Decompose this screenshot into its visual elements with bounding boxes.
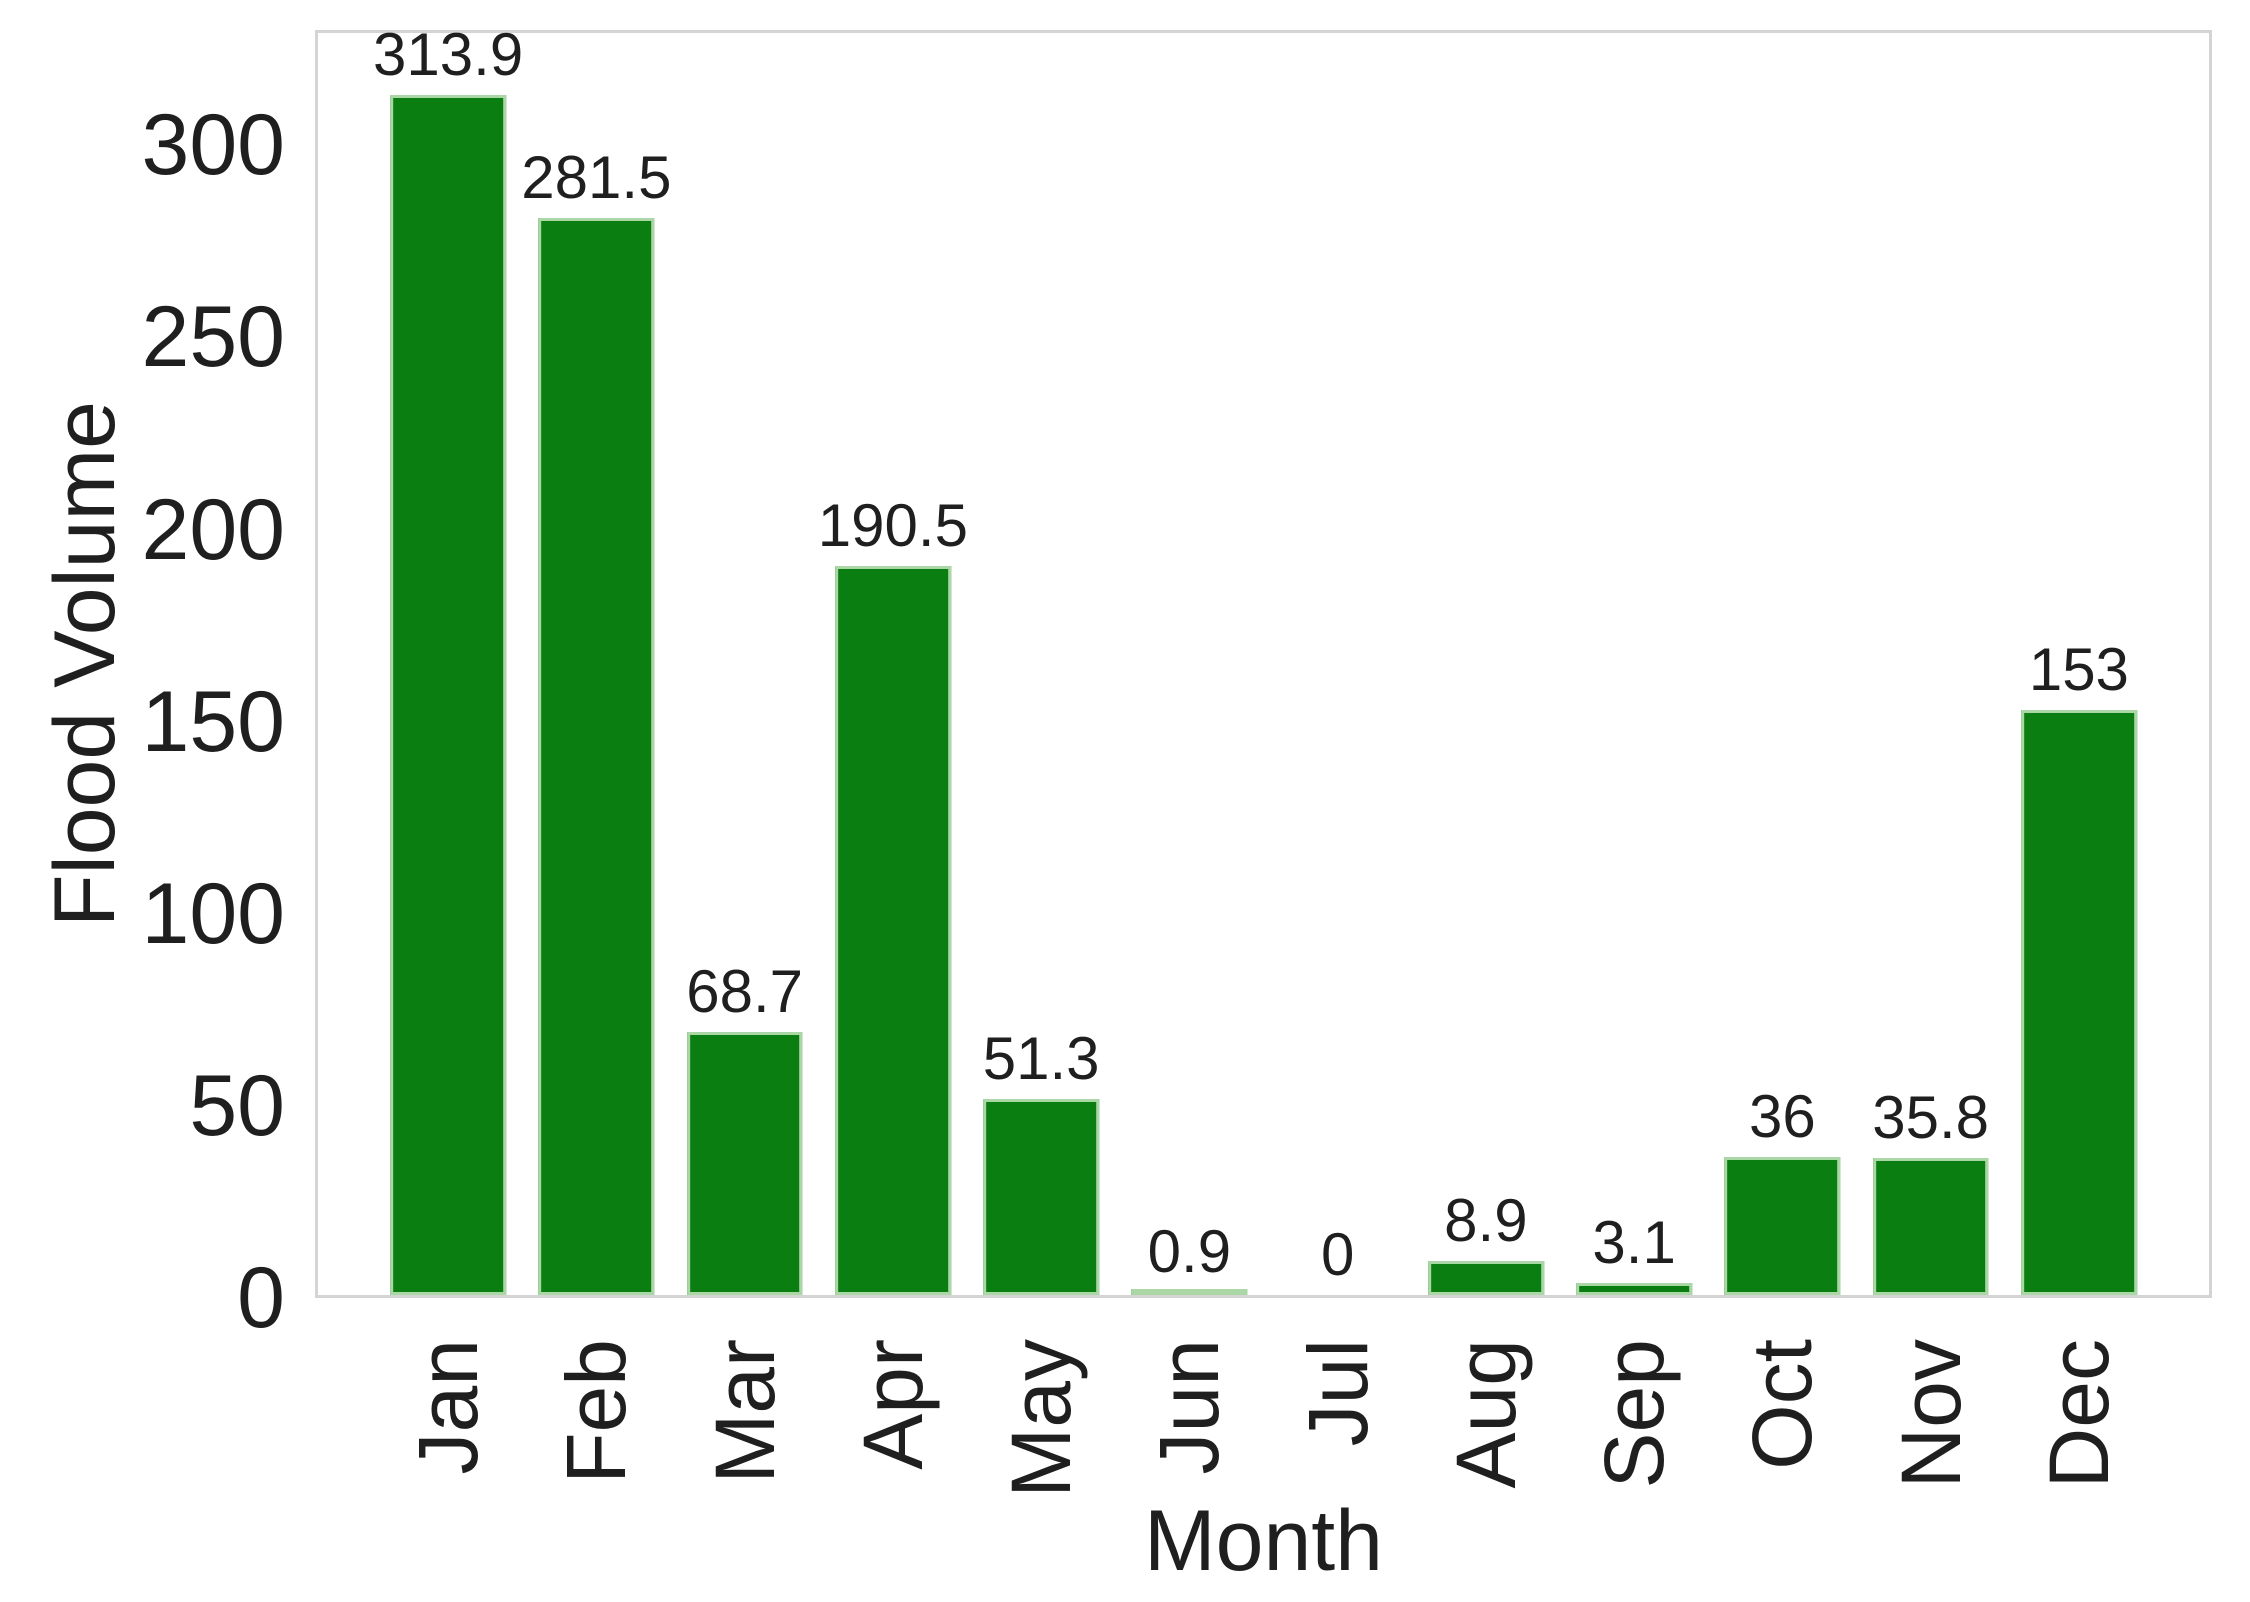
bar-mar <box>686 1032 803 1295</box>
bar-slot-oct: 36 <box>1708 33 1856 1295</box>
bars-container: 313.9 281.5 68.7 190.5 51.3 0.9 0 8.9 3.1 36 35.8 1… <box>318 24 2209 1295</box>
x-tick-label: Jul <box>1290 1339 1385 1447</box>
x-tick-label: Sep <box>1587 1339 1682 1489</box>
bar-aug <box>1428 1260 1544 1295</box>
y-tick-label: 0 <box>237 1250 285 1346</box>
bar-value-label: 190.5 <box>817 492 968 560</box>
x-tick-label: Jun <box>1142 1339 1237 1475</box>
bar-value-label: 0 <box>1320 1221 1355 1288</box>
bar-may <box>983 1098 1099 1295</box>
bar-value-label: 36 <box>1749 1083 1816 1151</box>
x-tick-label: Feb <box>549 1339 644 1484</box>
y-tick-label: 200 <box>141 481 286 578</box>
x-tick-label: May <box>994 1339 1089 1498</box>
y-tick-label: 100 <box>141 865 286 962</box>
x-tick-label: Aug <box>1438 1339 1533 1489</box>
x-tick-label: Nov <box>1883 1339 1978 1489</box>
bar-value-label: 3.1 <box>1592 1209 1676 1277</box>
bar-slot-mar: 68.7 <box>671 33 819 1295</box>
y-tick-label: 300 <box>141 97 286 194</box>
bar-slot-jan: 313.9 <box>373 24 523 1295</box>
bar-slot-aug: 8.9 <box>1412 33 1560 1295</box>
bar-slot-jun: 0.9 <box>1115 33 1263 1295</box>
bar-feb <box>538 218 655 1295</box>
bar-value-label: 68.7 <box>686 958 804 1026</box>
x-tick-label: Apr <box>845 1339 940 1470</box>
bar-slot-sep: 3.1 <box>1560 33 1708 1295</box>
bar-value-label: 281.5 <box>521 144 672 212</box>
plot-area: 313.9 281.5 68.7 190.5 51.3 0.9 0 8.9 3.1 36 35.8 1… <box>315 24 2212 1298</box>
x-tick-label: Jan <box>401 1339 496 1475</box>
bar-value-label: 0.9 <box>1147 1217 1232 1285</box>
bar-sep <box>1576 1283 1692 1295</box>
y-tick-label: 50 <box>189 1057 285 1154</box>
bar-slot-dec: 153 <box>2005 33 2153 1295</box>
bar-value-label: 153 <box>2028 635 2129 703</box>
bar-slot-jul: 0 <box>1264 33 1412 1295</box>
bar-value-label: 8.9 <box>1444 1186 1528 1254</box>
bar-slot-apr: 190.5 <box>817 33 968 1295</box>
bar-jan <box>390 94 506 1295</box>
bar-slot-may: 51.3 <box>967 33 1115 1295</box>
bar-slot-feb: 281.5 <box>521 33 672 1295</box>
x-tick-label: Mar <box>697 1339 792 1484</box>
bar-apr <box>835 566 951 1295</box>
y-tick-label: 250 <box>141 289 286 386</box>
bar-nov <box>1872 1158 1989 1295</box>
bar-value-label: 313.9 <box>373 20 524 88</box>
y-tick-label: 150 <box>141 673 286 770</box>
bar-oct <box>1724 1157 1841 1295</box>
x-axis-title: Month <box>1143 1493 1384 1589</box>
bar-jun <box>1131 1289 1248 1295</box>
bar-value-label: 51.3 <box>982 1024 1100 1092</box>
bar-value-label: 35.8 <box>1872 1084 1990 1152</box>
bar-slot-nov: 35.8 <box>1857 33 2005 1295</box>
x-tick-label: Oct <box>1735 1339 1830 1470</box>
bar-dec <box>2021 709 2137 1295</box>
y-axis-tick-labels: 0 50 100 150 200 250 300 <box>0 30 286 1341</box>
x-tick-label: Dec <box>2031 1339 2126 1489</box>
